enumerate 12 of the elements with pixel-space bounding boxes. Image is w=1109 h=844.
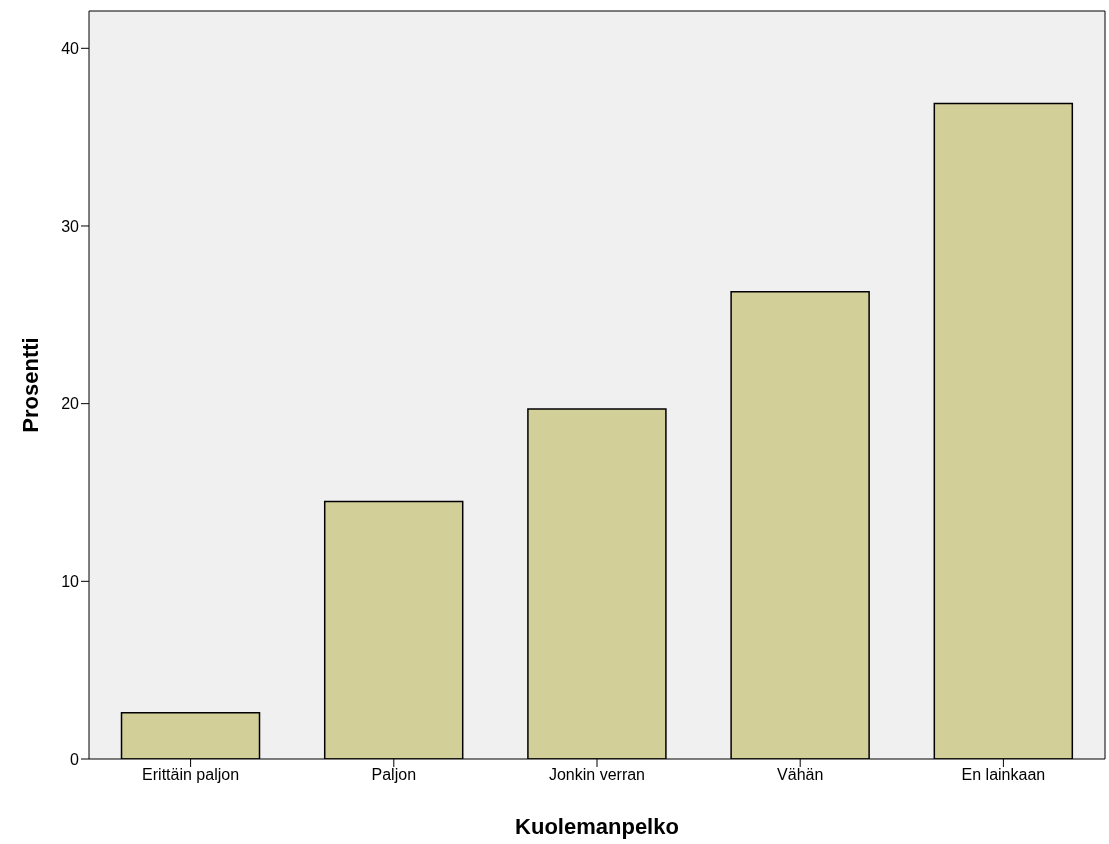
y-axis-title: Prosentti — [17, 337, 43, 433]
y-tick-label: 30 — [61, 217, 80, 235]
x-tick-label: En lainkaan — [961, 766, 1046, 784]
x-tick-label: Jonkin verran — [548, 766, 646, 784]
y-tick-label: 10 — [61, 573, 80, 591]
x-tick-label: Vähän — [777, 766, 824, 784]
x-tick-label: Paljon — [371, 766, 417, 784]
y-tick-label: 20 — [61, 395, 80, 413]
y-tick-label: 40 — [61, 39, 80, 57]
x-tick-label: Erittäin paljon — [142, 766, 240, 784]
x-axis-title: Kuolemanpelko — [515, 814, 679, 839]
y-tick-label: 0 — [70, 750, 80, 768]
